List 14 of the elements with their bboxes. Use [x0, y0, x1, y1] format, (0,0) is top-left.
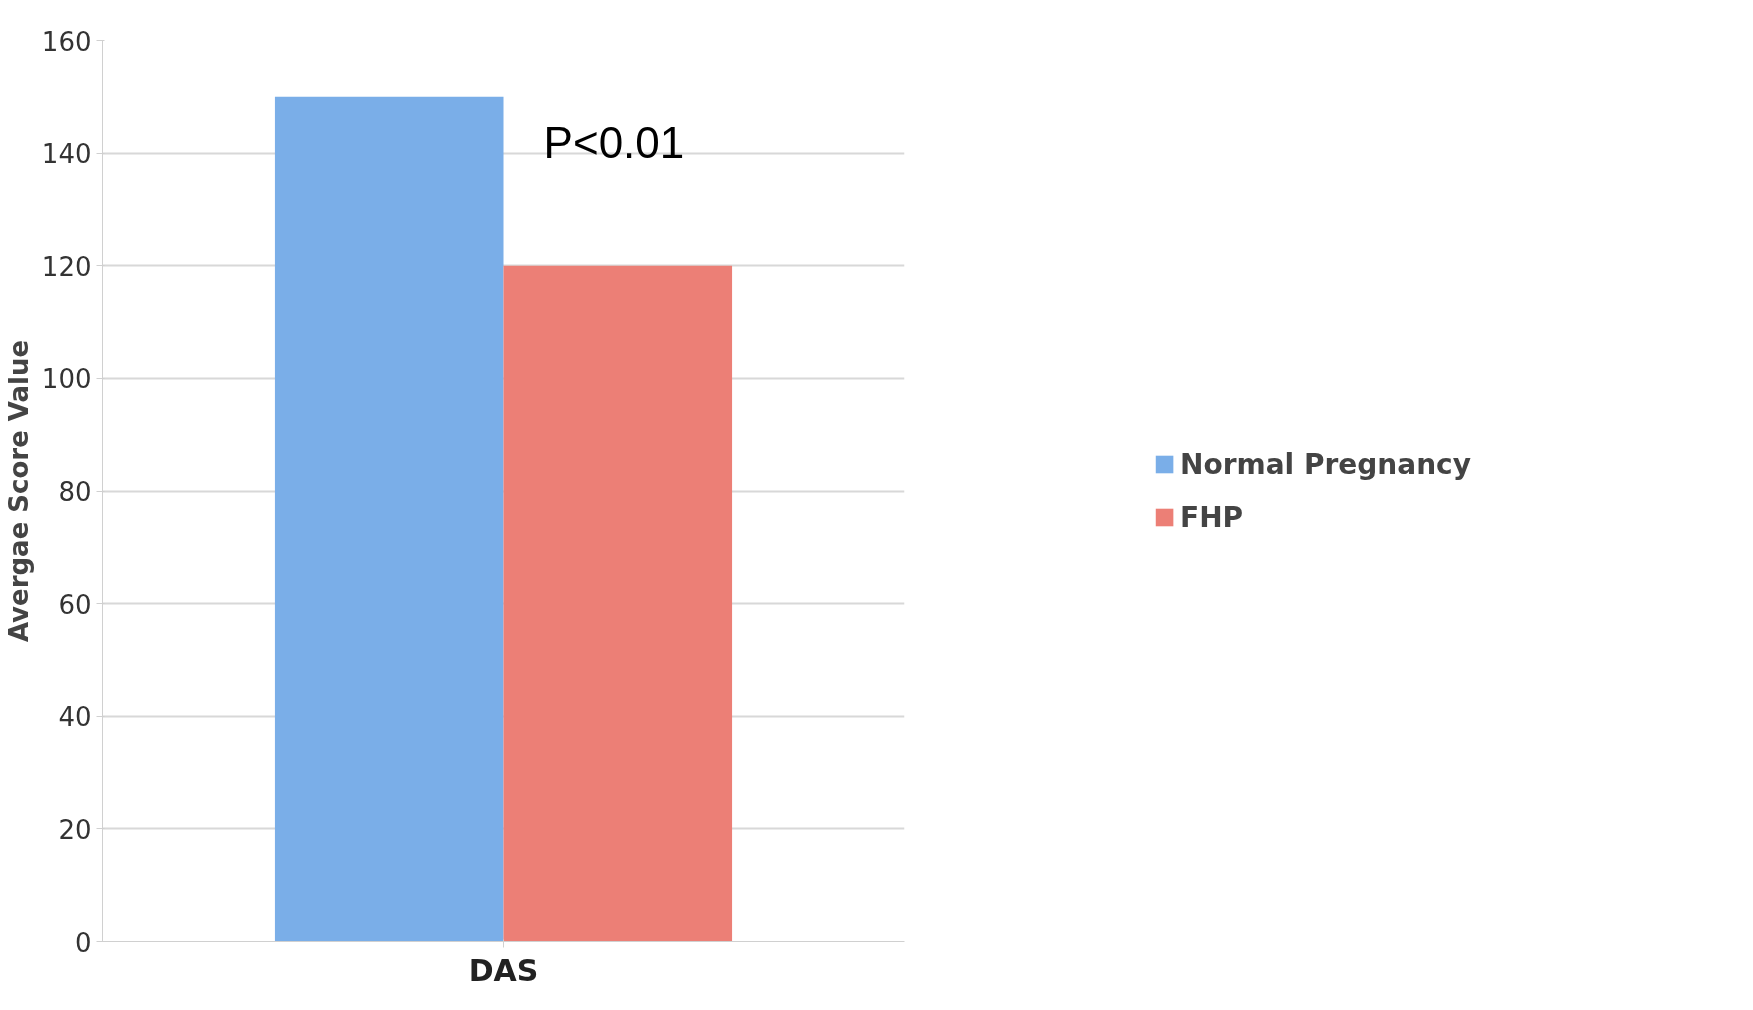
- y-tick-label: 80: [58, 477, 92, 507]
- y-axis-title: Avergae Score Value: [3, 339, 34, 643]
- y-tick-label: 40: [58, 702, 92, 733]
- x-tick-label: DAS: [468, 952, 539, 988]
- y-tick-label: 160: [41, 26, 92, 57]
- y-tick-label: 60: [58, 589, 92, 620]
- legend-label: Normal Pregnancy: [1180, 447, 1471, 481]
- legend-label: FHP: [1180, 500, 1244, 534]
- y-tick-label: 140: [41, 139, 92, 170]
- y-tick-label: 20: [58, 814, 92, 845]
- y-tick-label: 120: [41, 251, 92, 282]
- annotation: P<0.01: [543, 117, 685, 167]
- y-tick-label: 0: [74, 927, 92, 958]
- y-tick-label: 100: [41, 364, 92, 395]
